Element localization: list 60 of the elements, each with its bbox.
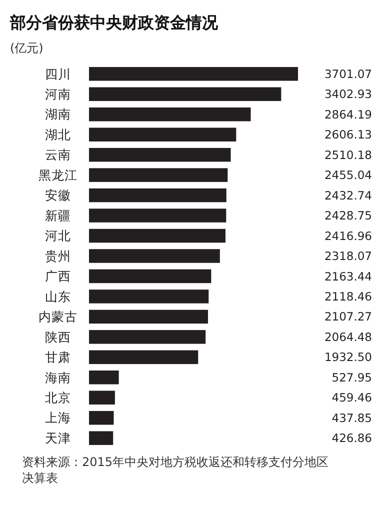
data-label: 1932.50 bbox=[324, 350, 372, 364]
bar bbox=[89, 228, 226, 243]
y-tick-label: 海南 bbox=[45, 370, 71, 385]
data-label: 3402.93 bbox=[324, 87, 372, 102]
y-tick-label: 上海 bbox=[45, 410, 71, 426]
y-tick-label: 湖北 bbox=[45, 126, 71, 142]
bar bbox=[89, 87, 282, 102]
data-label: 2163.44 bbox=[324, 269, 372, 284]
bar bbox=[89, 128, 236, 142]
chart-title: 部分省份获中央财政资金情况 bbox=[9, 13, 219, 32]
bar bbox=[89, 431, 114, 445]
bar bbox=[89, 208, 226, 222]
y-tick-label: 黑龙江 bbox=[38, 167, 78, 182]
y-tick-label: 北京 bbox=[45, 390, 71, 406]
data-label: 437.85 bbox=[332, 410, 372, 425]
data-label: 2107.27 bbox=[324, 310, 372, 324]
y-tick-label: 山东 bbox=[45, 288, 71, 304]
data-label: 2428.75 bbox=[324, 208, 372, 223]
data-label: 2606.13 bbox=[324, 128, 372, 142]
y-tick-label: 内蒙古 bbox=[38, 309, 78, 324]
y-tick-label: 湖南 bbox=[45, 106, 71, 122]
bar bbox=[89, 107, 251, 122]
y-tick-label: 新疆 bbox=[45, 208, 71, 223]
data-label: 2318.07 bbox=[324, 249, 372, 264]
data-label: 527.95 bbox=[332, 370, 372, 384]
bar bbox=[89, 330, 206, 344]
y-tick-label: 贵州 bbox=[45, 248, 71, 264]
bar bbox=[89, 290, 209, 304]
data-label: 459.46 bbox=[332, 390, 372, 405]
data-label: 2455.04 bbox=[324, 168, 372, 182]
y-axis-title: (亿元) bbox=[10, 41, 44, 55]
bar bbox=[89, 148, 231, 162]
data-label: 2864.19 bbox=[324, 107, 372, 122]
bar bbox=[89, 370, 119, 384]
data-label: 3701.07 bbox=[324, 66, 372, 81]
bar bbox=[89, 410, 114, 425]
y-tick-label: 河南 bbox=[45, 86, 71, 102]
y-tick-label: 陕西 bbox=[45, 329, 71, 344]
bar bbox=[89, 249, 220, 263]
data-label: 2510.18 bbox=[324, 148, 372, 162]
bar bbox=[89, 350, 198, 364]
y-tick-label: 河北 bbox=[45, 228, 71, 244]
y-tick-label: 天津 bbox=[45, 430, 71, 446]
bar bbox=[89, 390, 115, 405]
bar bbox=[89, 168, 228, 182]
bar bbox=[89, 188, 226, 202]
y-tick-label: 云南 bbox=[45, 147, 71, 162]
y-tick-label: 广西 bbox=[45, 268, 71, 284]
data-label: 2432.74 bbox=[324, 188, 372, 202]
data-label: 2416.96 bbox=[324, 228, 372, 243]
data-label: 2064.48 bbox=[324, 330, 372, 344]
y-tick-label: 四川 bbox=[45, 66, 71, 82]
bar bbox=[89, 310, 208, 324]
data-label: 426.86 bbox=[332, 431, 372, 446]
y-tick-label: 安徽 bbox=[45, 188, 71, 203]
text: 资料来源：2015年中央对地方税收返还和转移支付分地区决算表 bbox=[22, 455, 329, 485]
y-tick-label: 甘肃 bbox=[45, 350, 71, 365]
data-label: 2118.46 bbox=[324, 289, 372, 304]
bar bbox=[89, 67, 298, 81]
bar bbox=[89, 269, 212, 284]
